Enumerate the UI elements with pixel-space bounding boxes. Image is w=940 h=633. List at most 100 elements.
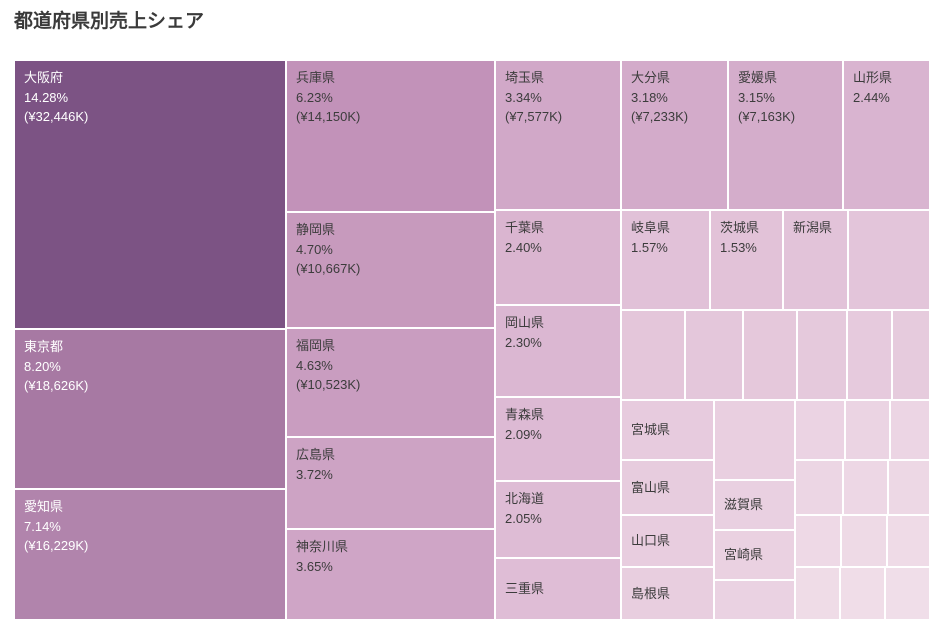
- cell-pct: 3.34%: [505, 89, 542, 105]
- treemap-cell[interactable]: 埼玉県 3.34% (¥7,577K): [495, 60, 621, 210]
- cell-pct: 3.18%: [631, 89, 668, 105]
- cell-label: 宮崎県: [724, 545, 763, 565]
- cell-name: 大阪府: [24, 70, 64, 85]
- treemap-cell[interactable]: 福岡県 4.63% (¥10,523K): [286, 328, 495, 437]
- cell-name: 広島県: [296, 447, 336, 462]
- treemap-cell[interactable]: 富山県: [621, 460, 714, 515]
- treemap-cell[interactable]: [714, 580, 795, 620]
- treemap-cell[interactable]: 愛媛県 3.15% (¥7,163K): [728, 60, 843, 210]
- cell-pct: 7.14%: [24, 518, 61, 534]
- treemap-cell[interactable]: 東京都 8.20% (¥18,626K): [14, 329, 286, 489]
- treemap-cell[interactable]: [888, 460, 930, 515]
- treemap-cell[interactable]: [887, 515, 930, 567]
- treemap-cell[interactable]: [845, 400, 890, 460]
- cell-label: 静岡県 4.70% (¥10,667K): [296, 220, 485, 279]
- cell-name: 岐阜県: [631, 220, 671, 235]
- cell-label: 山口県: [631, 531, 670, 551]
- treemap-cell[interactable]: 千葉県 2.40%: [495, 210, 621, 305]
- cell-label: 三重県: [505, 579, 544, 599]
- treemap-cell[interactable]: 広島県 3.72%: [286, 437, 495, 529]
- cell-label: 兵庫県 6.23% (¥14,150K): [296, 68, 485, 127]
- treemap-cell[interactable]: [892, 310, 930, 400]
- treemap-cell[interactable]: 大阪府 14.28% (¥32,446K): [14, 60, 286, 329]
- cell-pct: 3.72%: [296, 466, 333, 482]
- cell-name: 兵庫県: [296, 70, 336, 85]
- cell-pct: 2.40%: [505, 239, 542, 255]
- treemap-cell[interactable]: [797, 310, 847, 400]
- treemap-cell[interactable]: [847, 310, 892, 400]
- treemap-cell[interactable]: 山形県 2.44%: [843, 60, 930, 210]
- treemap-cell[interactable]: 岡山県 2.30%: [495, 305, 621, 397]
- cell-name: 北海道: [505, 491, 545, 506]
- treemap-cell[interactable]: [795, 515, 841, 567]
- treemap-cell[interactable]: [795, 567, 840, 620]
- cell-label: 島根県: [631, 584, 670, 604]
- treemap-cell[interactable]: [685, 310, 743, 400]
- treemap-cell[interactable]: [843, 460, 888, 515]
- cell-name: 千葉県: [505, 220, 545, 235]
- treemap: 大阪府 14.28% (¥32,446K) 東京都 8.20% (¥18,626K) 愛知県…: [14, 60, 930, 620]
- cell-name: 山口県: [631, 533, 671, 549]
- cell-value: (¥32,446K): [24, 109, 89, 124]
- treemap-cell[interactable]: 島根県: [621, 567, 714, 620]
- treemap-cell[interactable]: [840, 567, 885, 620]
- cell-label: 茨城県 1.53%: [720, 218, 773, 257]
- treemap-cell[interactable]: 神奈川県 3.65%: [286, 529, 495, 620]
- cell-label: 千葉県 2.40%: [505, 218, 611, 257]
- cell-pct: 4.70%: [296, 241, 333, 257]
- cell-label: 神奈川県 3.65%: [296, 537, 485, 576]
- treemap-cell[interactable]: [795, 400, 845, 460]
- treemap-cell[interactable]: 茨城県 1.53%: [710, 210, 783, 310]
- cell-value: (¥7,577K): [505, 109, 563, 124]
- treemap-cell[interactable]: 静岡県 4.70% (¥10,667K): [286, 212, 495, 328]
- cell-pct: 2.09%: [505, 426, 542, 442]
- cell-label: 山形県 2.44%: [853, 68, 920, 107]
- cell-name: 愛媛県: [738, 70, 778, 85]
- treemap-cell[interactable]: [621, 310, 685, 400]
- cell-pct: 2.05%: [505, 510, 542, 526]
- cell-pct: 6.23%: [296, 89, 333, 105]
- cell-name: 島根県: [631, 585, 671, 601]
- cell-value: (¥7,233K): [631, 109, 689, 124]
- cell-pct: 2.30%: [505, 334, 542, 350]
- treemap-cell[interactable]: 大分県 3.18% (¥7,233K): [621, 60, 728, 210]
- treemap-cell[interactable]: [743, 310, 797, 400]
- cell-label: 北海道 2.05%: [505, 489, 611, 528]
- treemap-cell[interactable]: 岐阜県 1.57%: [621, 210, 710, 310]
- treemap-cell[interactable]: 宮崎県: [714, 530, 795, 580]
- treemap-cell[interactable]: 新潟県: [783, 210, 848, 310]
- cell-pct: 1.53%: [720, 239, 757, 255]
- treemap-cell[interactable]: 宮城県: [621, 400, 714, 460]
- cell-name: 富山県: [631, 479, 671, 495]
- treemap-cell[interactable]: [714, 400, 795, 480]
- cell-name: 東京都: [24, 339, 64, 354]
- cell-value: (¥14,150K): [296, 109, 361, 124]
- cell-pct: 4.63%: [296, 357, 333, 373]
- cell-name: 宮崎県: [724, 547, 764, 563]
- treemap-cell[interactable]: [795, 460, 843, 515]
- treemap-cell[interactable]: 三重県: [495, 558, 621, 620]
- treemap-cell[interactable]: 兵庫県 6.23% (¥14,150K): [286, 60, 495, 212]
- cell-name: 宮城県: [631, 422, 671, 438]
- cell-label: 東京都 8.20% (¥18,626K): [24, 337, 276, 396]
- treemap-cell[interactable]: 山口県: [621, 515, 714, 567]
- treemap-cell[interactable]: [885, 567, 930, 620]
- treemap-cell[interactable]: 青森県 2.09%: [495, 397, 621, 481]
- cell-pct: 2.44%: [853, 89, 890, 105]
- cell-pct: 8.20%: [24, 358, 61, 374]
- treemap-cell[interactable]: 滋賀県: [714, 480, 795, 530]
- cell-name: 滋賀県: [724, 497, 764, 513]
- treemap-cell[interactable]: 北海道 2.05%: [495, 481, 621, 558]
- treemap-cell[interactable]: [841, 515, 887, 567]
- cell-name: 青森県: [505, 407, 545, 422]
- treemap-cell[interactable]: [848, 210, 930, 310]
- treemap-cell[interactable]: [890, 400, 930, 460]
- cell-label: 岡山県 2.30%: [505, 313, 611, 352]
- cell-value: (¥16,229K): [24, 538, 89, 553]
- cell-pct: 3.65%: [296, 558, 333, 574]
- cell-label: 広島県 3.72%: [296, 445, 485, 484]
- treemap-cell[interactable]: 愛知県 7.14% (¥16,229K): [14, 489, 286, 620]
- cell-label: 宮城県: [631, 420, 670, 440]
- cell-value: (¥10,523K): [296, 377, 361, 392]
- cell-name: 静岡県: [296, 222, 336, 237]
